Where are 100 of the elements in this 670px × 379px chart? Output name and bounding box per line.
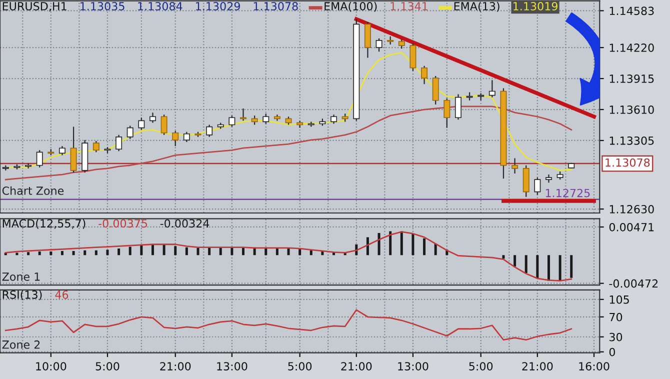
bar	[72, 250, 75, 256]
candlestick	[206, 124, 213, 138]
bar	[502, 255, 505, 259]
candlestick	[364, 22, 371, 58]
annotation: -0.00375	[98, 219, 148, 228]
candlestick	[251, 115, 258, 126]
candlestick	[512, 158, 518, 174]
bar	[16, 252, 18, 256]
x-tick-label: 16:00	[579, 362, 610, 370]
bar	[547, 255, 550, 281]
x-tick-label: 10:00	[36, 362, 66, 370]
candlestick	[410, 42, 416, 72]
bar	[434, 244, 437, 256]
y-tick-label: 70	[610, 312, 622, 322]
annotation: -0.00324	[160, 219, 210, 228]
candlestick	[240, 108, 247, 122]
bar	[242, 247, 244, 256]
x-tick-label: 5:00	[288, 362, 312, 370]
bar	[128, 246, 132, 256]
bar	[570, 255, 573, 278]
candlestick	[149, 112, 156, 124]
chart-title: EURUSD,H1	[2, 2, 66, 12]
candlestick	[421, 65, 428, 85]
candlestick	[488, 80, 496, 98]
candlestick	[126, 125, 134, 140]
bar	[94, 250, 98, 256]
annotation: 1.13078	[254, 2, 298, 10]
y-tick-label: 30	[610, 332, 622, 342]
candlestick	[116, 134, 122, 152]
bar	[524, 255, 528, 274]
y-tick-label: 1.13305	[610, 136, 654, 145]
bar	[185, 247, 188, 256]
annotation: 1.13029	[196, 2, 240, 10]
bar	[84, 250, 86, 256]
bar	[514, 255, 516, 266]
bar	[38, 252, 41, 256]
bar	[118, 248, 120, 256]
candlestick	[58, 146, 66, 156]
annotation: 1.13019	[514, 2, 558, 10]
x-tick-label: 21:00	[341, 362, 372, 370]
bar	[151, 244, 154, 256]
candlestick	[330, 114, 338, 124]
candlestick	[183, 131, 190, 143]
bar	[389, 231, 392, 256]
bar	[423, 238, 426, 256]
line-series	[4, 309, 572, 341]
candlestick	[432, 75, 439, 105]
candlestick	[70, 126, 77, 174]
annotation: 1.1341	[390, 2, 428, 10]
y-tick-label: 0	[609, 348, 616, 356]
candlestick	[262, 113, 270, 124]
candlestick	[138, 117, 145, 130]
annotation: 46	[55, 290, 68, 299]
candlestick	[376, 38, 382, 52]
y-tick-label: 105	[610, 295, 629, 304]
candlestick	[36, 150, 43, 168]
candlestick	[228, 115, 236, 128]
candlestick	[92, 140, 100, 153]
annotation: 1.13084	[138, 2, 182, 10]
candlestick	[444, 98, 450, 128]
x-tick-label: 5:00	[96, 362, 120, 370]
chart-title: RSI(13)	[2, 290, 42, 300]
y-tick-label: 1.14583	[610, 6, 654, 16]
ref-line-label: 1.13078	[606, 158, 650, 167]
y-tick-label: 1.13915	[610, 74, 654, 83]
x-tick-label: 21:00	[522, 362, 553, 370]
bar	[400, 231, 403, 256]
legend-label: EMA(100)	[324, 2, 377, 12]
candlestick	[454, 94, 462, 120]
ref-line-label: 1.12725	[546, 188, 590, 198]
annotation: Chart Zone	[2, 186, 64, 195]
bar	[60, 250, 64, 256]
bar	[162, 244, 166, 256]
annotation: Zone 1	[2, 272, 40, 281]
annotation: Zone 2	[2, 340, 40, 349]
y-tick-label: 1.14220	[610, 44, 654, 52]
y-tick-label: 1.12630	[610, 205, 654, 214]
legend-label: EMA(13)	[454, 2, 500, 12]
chart-title: MACD(12,55,7)	[2, 219, 86, 229]
x-tick-label: 21:00	[160, 362, 191, 370]
bar	[558, 255, 562, 281]
y-tick-label: 0.00471	[609, 222, 654, 232]
candlestick	[522, 164, 530, 198]
bar	[219, 248, 222, 256]
candlestick	[398, 38, 405, 50]
x-tick-label: 13:00	[217, 362, 248, 370]
bar	[310, 250, 312, 256]
candlestick	[172, 130, 179, 147]
bar	[378, 233, 380, 256]
bar	[208, 248, 211, 256]
y-tick-label: 1.13610	[610, 105, 654, 114]
x-tick-label: 5:00	[469, 362, 493, 370]
bar	[366, 237, 369, 256]
y-tick-label: -0.00472	[609, 279, 658, 288]
candlestick	[160, 114, 168, 136]
candlestick	[534, 177, 541, 196]
bar	[276, 248, 278, 256]
bar	[287, 248, 290, 256]
bar	[321, 252, 324, 256]
x-tick-label: 13:00	[398, 362, 428, 370]
